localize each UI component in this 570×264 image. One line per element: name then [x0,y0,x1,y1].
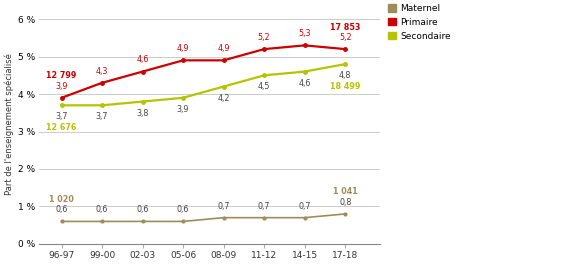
Text: 4,3: 4,3 [96,67,108,76]
Text: 12 799: 12 799 [46,71,77,80]
Legend: Maternel, Primaire, Secondaire: Maternel, Primaire, Secondaire [388,4,451,41]
Text: 0,6: 0,6 [96,205,108,214]
Text: 1 020: 1 020 [49,195,74,204]
Text: 5,2: 5,2 [258,33,270,42]
Text: 0,6: 0,6 [55,205,68,214]
Text: 12 676: 12 676 [46,123,77,132]
Text: 4,6: 4,6 [299,79,311,88]
Text: 4,2: 4,2 [217,94,230,103]
Text: 3,8: 3,8 [136,109,149,118]
Text: 3,9: 3,9 [55,82,68,91]
Text: 0,6: 0,6 [136,205,149,214]
Text: 0,7: 0,7 [299,201,311,211]
Text: 4,5: 4,5 [258,82,270,91]
Text: 0,6: 0,6 [177,205,189,214]
Text: 0,8: 0,8 [339,198,351,207]
Text: 3,7: 3,7 [55,112,68,121]
Text: 0,7: 0,7 [217,201,230,211]
Y-axis label: Part de l'enseignement spécialisé: Part de l'enseignement spécialisé [4,53,14,195]
Text: 3,9: 3,9 [177,105,189,114]
Text: 0,7: 0,7 [258,201,270,211]
Text: 4,8: 4,8 [339,71,351,80]
Text: 4,9: 4,9 [217,44,230,53]
Text: 5,3: 5,3 [299,29,311,38]
Text: 1 041: 1 041 [333,187,357,196]
Text: 4,6: 4,6 [136,55,149,64]
Text: 4,9: 4,9 [177,44,189,53]
Text: 18 499: 18 499 [330,82,360,91]
Text: 3,7: 3,7 [96,112,108,121]
Text: 17 853: 17 853 [330,22,360,31]
Text: 5,2: 5,2 [339,33,352,42]
